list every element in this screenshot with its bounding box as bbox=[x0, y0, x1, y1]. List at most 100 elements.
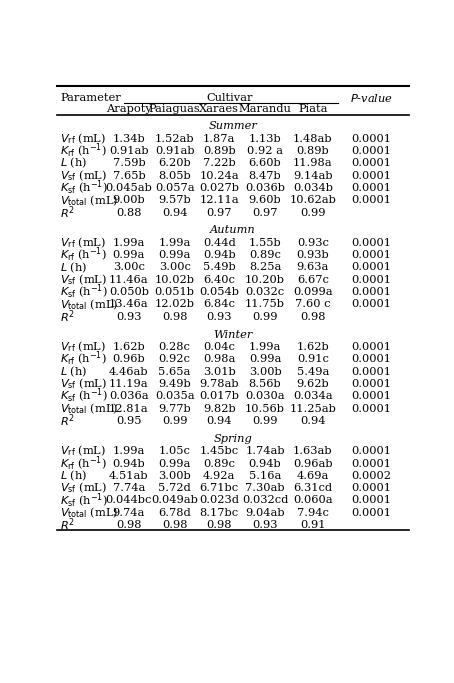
Text: 9.00b: 9.00b bbox=[113, 195, 145, 205]
Text: 6.31cd: 6.31cd bbox=[293, 483, 332, 493]
Text: 1.63ab: 1.63ab bbox=[293, 446, 333, 456]
Text: 0.0001: 0.0001 bbox=[352, 275, 392, 285]
Text: 0.88: 0.88 bbox=[116, 208, 142, 217]
Text: Marandu: Marandu bbox=[239, 104, 291, 114]
Text: 0.0001: 0.0001 bbox=[352, 238, 392, 248]
Text: 0.057a: 0.057a bbox=[155, 183, 194, 193]
Text: $P$-value: $P$-value bbox=[350, 92, 393, 104]
Text: 8.05b: 8.05b bbox=[158, 171, 191, 180]
Text: 0.0001: 0.0001 bbox=[352, 287, 392, 297]
Text: 0.92c: 0.92c bbox=[159, 354, 191, 364]
Text: Xaraes: Xaraes bbox=[199, 104, 239, 114]
Text: 0.034a: 0.034a bbox=[293, 391, 333, 402]
Text: 0.93: 0.93 bbox=[116, 311, 142, 322]
Text: 0.98: 0.98 bbox=[207, 520, 232, 530]
Text: $V_{\mathrm{rf}}$ (mL): $V_{\mathrm{rf}}$ (mL) bbox=[60, 236, 106, 250]
Text: 0.94b: 0.94b bbox=[203, 250, 236, 260]
Text: $K_{\mathrm{rf}}$ (h$^{-1}$): $K_{\mathrm{rf}}$ (h$^{-1}$) bbox=[60, 142, 107, 160]
Text: 0.94: 0.94 bbox=[207, 416, 232, 426]
Text: 5.49a: 5.49a bbox=[297, 367, 329, 376]
Text: 0.0001: 0.0001 bbox=[352, 250, 392, 260]
Text: 10.56b: 10.56b bbox=[245, 404, 285, 414]
Text: 0.0001: 0.0001 bbox=[352, 354, 392, 364]
Text: 0.032c: 0.032c bbox=[246, 287, 285, 297]
Text: 0.051b: 0.051b bbox=[155, 287, 195, 297]
Text: 0.036a: 0.036a bbox=[109, 391, 149, 402]
Text: 5.16a: 5.16a bbox=[249, 471, 281, 481]
Text: $R^2$: $R^2$ bbox=[60, 517, 75, 533]
Text: Spring: Spring bbox=[213, 434, 252, 444]
Text: 0.04c: 0.04c bbox=[203, 342, 235, 352]
Text: 0.99: 0.99 bbox=[252, 311, 278, 322]
Text: 0.99: 0.99 bbox=[252, 416, 278, 426]
Text: 0.0001: 0.0001 bbox=[352, 446, 392, 456]
Text: 10.24a: 10.24a bbox=[199, 171, 239, 180]
Text: 7.59b: 7.59b bbox=[113, 158, 145, 168]
Text: 0.050b: 0.050b bbox=[109, 287, 149, 297]
Text: 11.25ab: 11.25ab bbox=[290, 404, 336, 414]
Text: 1.99a: 1.99a bbox=[113, 238, 145, 248]
Text: $V_{\mathrm{rf}}$ (mL): $V_{\mathrm{rf}}$ (mL) bbox=[60, 444, 106, 458]
Text: Winter: Winter bbox=[213, 330, 252, 339]
Text: 10.02b: 10.02b bbox=[155, 275, 195, 285]
Text: 12.02b: 12.02b bbox=[155, 299, 195, 309]
Text: $V_{\mathrm{total}}$ (mL): $V_{\mathrm{total}}$ (mL) bbox=[60, 193, 118, 208]
Text: 0.93: 0.93 bbox=[207, 311, 232, 322]
Text: 1.45bc: 1.45bc bbox=[200, 446, 239, 456]
Text: 11.98a: 11.98a bbox=[293, 158, 333, 168]
Text: 1.05c: 1.05c bbox=[159, 446, 191, 456]
Text: 0.97: 0.97 bbox=[207, 208, 232, 217]
Text: 0.89c: 0.89c bbox=[203, 458, 235, 469]
Text: $V_{\mathrm{total}}$ (mL): $V_{\mathrm{total}}$ (mL) bbox=[60, 297, 118, 311]
Text: 1.99a: 1.99a bbox=[249, 342, 281, 352]
Text: 3.00c: 3.00c bbox=[159, 262, 191, 273]
Text: 0.93: 0.93 bbox=[252, 520, 278, 530]
Text: Cultivar: Cultivar bbox=[207, 92, 253, 102]
Text: 0.0001: 0.0001 bbox=[352, 391, 392, 402]
Text: 9.04ab: 9.04ab bbox=[245, 507, 285, 518]
Text: 6.71bc: 6.71bc bbox=[200, 483, 239, 493]
Text: 3.00c: 3.00c bbox=[113, 262, 145, 273]
Text: 0.94: 0.94 bbox=[300, 416, 326, 426]
Text: 7.74a: 7.74a bbox=[113, 483, 145, 493]
Text: 0.0001: 0.0001 bbox=[352, 458, 392, 469]
Text: 0.99a: 0.99a bbox=[158, 250, 191, 260]
Text: Autumn: Autumn bbox=[210, 225, 256, 236]
Text: 6.40c: 6.40c bbox=[203, 275, 235, 285]
Text: 8.47b: 8.47b bbox=[249, 171, 281, 180]
Text: 12.81a: 12.81a bbox=[109, 404, 149, 414]
Text: $R^2$: $R^2$ bbox=[60, 204, 75, 221]
Text: Paiaguas: Paiaguas bbox=[149, 104, 201, 114]
Text: 0.0001: 0.0001 bbox=[352, 146, 392, 156]
Text: 8.25a: 8.25a bbox=[249, 262, 281, 273]
Text: Summer: Summer bbox=[208, 122, 257, 131]
Text: 0.99a: 0.99a bbox=[158, 458, 191, 469]
Text: Piata: Piata bbox=[298, 104, 328, 114]
Text: 11.19a: 11.19a bbox=[109, 379, 149, 389]
Text: 7.94c: 7.94c bbox=[297, 507, 329, 518]
Text: $V_{\mathrm{sf}}$ (mL): $V_{\mathrm{sf}}$ (mL) bbox=[60, 273, 107, 287]
Text: 10.62ab: 10.62ab bbox=[290, 195, 336, 205]
Text: 0.93b: 0.93b bbox=[296, 250, 329, 260]
Text: 5.65a: 5.65a bbox=[158, 367, 191, 376]
Text: 0.95: 0.95 bbox=[116, 416, 142, 426]
Text: 1.55b: 1.55b bbox=[249, 238, 281, 248]
Text: 0.98: 0.98 bbox=[300, 311, 326, 322]
Text: $K_{\mathrm{sf}}$ (h$^{-1}$): $K_{\mathrm{sf}}$ (h$^{-1}$) bbox=[60, 283, 108, 301]
Text: 3.00b: 3.00b bbox=[158, 471, 191, 481]
Text: 0.92 a: 0.92 a bbox=[247, 146, 283, 156]
Text: 0.44d: 0.44d bbox=[203, 238, 236, 248]
Text: 3.00b: 3.00b bbox=[249, 367, 281, 376]
Text: 7.60 c: 7.60 c bbox=[295, 299, 331, 309]
Text: 0.0001: 0.0001 bbox=[352, 367, 392, 376]
Text: 0.96ab: 0.96ab bbox=[293, 458, 333, 469]
Text: 1.99a: 1.99a bbox=[113, 446, 145, 456]
Text: 0.044bc: 0.044bc bbox=[106, 495, 152, 505]
Text: 4.69a: 4.69a bbox=[297, 471, 329, 481]
Text: 0.0001: 0.0001 bbox=[352, 158, 392, 168]
Text: Parameter: Parameter bbox=[60, 92, 121, 102]
Text: 6.78d: 6.78d bbox=[158, 507, 191, 518]
Text: $K_{\mathrm{rf}}$ (h$^{-1}$): $K_{\mathrm{rf}}$ (h$^{-1}$) bbox=[60, 246, 107, 264]
Text: 0.98a: 0.98a bbox=[203, 354, 236, 364]
Text: 0.98: 0.98 bbox=[162, 520, 188, 530]
